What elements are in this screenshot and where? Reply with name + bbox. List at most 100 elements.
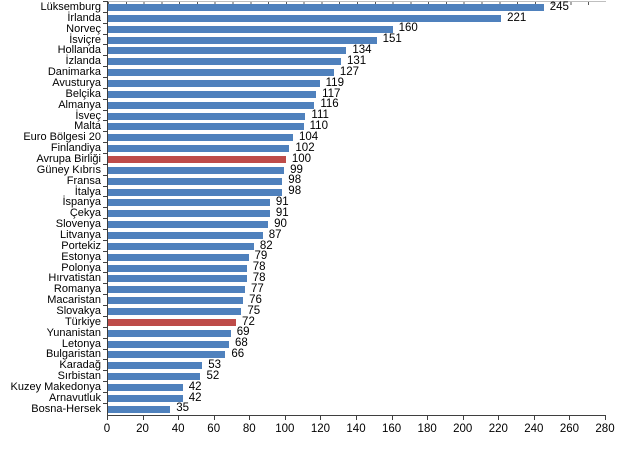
bar [108, 166, 285, 174]
bar [108, 394, 183, 402]
bar-row: Arnavutluk 42 [49, 391, 606, 404]
bar [108, 36, 377, 44]
value-label: 110 [309, 120, 328, 133]
category-label: İspanya [62, 196, 101, 209]
x-axis-tick-label: 180 [417, 423, 437, 435]
bar [108, 340, 229, 348]
x-axis-tick-label: 0 [103, 423, 111, 435]
x-axis-tick [320, 416, 322, 420]
bar-row: Avrupa Birliği 100 [36, 152, 606, 165]
bar-row: İspanya 91 [62, 196, 606, 208]
bar-row: Belçika 117 [66, 87, 606, 100]
category-label: Hırvatistan [48, 272, 101, 285]
x-axis-tick [178, 416, 180, 420]
category-label: Macaristan [47, 294, 101, 307]
value-label: 119 [325, 76, 344, 89]
x-axis-tick [533, 416, 535, 420]
x-axis-tick [462, 416, 464, 420]
category-label: Arnavutluk [49, 391, 101, 404]
x-axis-tick [213, 416, 215, 420]
x-axis-tick-label: 20 [136, 423, 149, 435]
x-axis-tick-label: 240 [524, 423, 544, 435]
value-label: 78 [252, 272, 266, 285]
bar [108, 297, 244, 305]
category-label: Hollanda [57, 44, 101, 57]
category-label: İtalya [74, 185, 101, 198]
bar [108, 69, 334, 77]
category-label: Sırbistan [57, 370, 101, 383]
value-label: 87 [268, 228, 282, 241]
category-label: Slovakya [56, 304, 101, 317]
bar [108, 14, 502, 22]
value-label: 117 [322, 87, 341, 100]
bar-row: Norveç 160 [66, 22, 606, 35]
category-label: Belçika [65, 87, 101, 100]
bar [108, 264, 247, 272]
category-label: Avrupa Birliği [36, 152, 101, 165]
category-label: İrlanda [67, 11, 101, 24]
x-axis-tick-label: 160 [381, 423, 402, 435]
value-label: 111 [311, 109, 329, 122]
x-axis-tick [391, 416, 393, 420]
x-axis-tick [498, 416, 500, 420]
value-label: 35 [176, 402, 190, 415]
category-label: Türkiye [64, 315, 101, 328]
x-axis-tick [356, 416, 357, 420]
category-label: Euro Bölgesi 20 [23, 131, 101, 144]
top-axis-ticks [108, 1, 606, 5]
bar [108, 145, 290, 153]
bar [108, 275, 247, 283]
bar-row: Finlandiya 102 [51, 142, 606, 154]
bar [108, 221, 269, 229]
bar [108, 210, 270, 218]
bar [108, 47, 347, 55]
bar-row: Sırbistan 52 [58, 370, 606, 382]
category-label: Malta [74, 120, 101, 133]
bar-row: Güney Kıbrıs 99 [37, 163, 606, 176]
value-label: 78 [252, 261, 266, 274]
category-label: Bosna-Hersek [31, 402, 101, 415]
category-label: Güney Kıbrıs [36, 163, 101, 176]
value-label: 99 [290, 163, 303, 176]
bar-row: İsveç 111 [75, 109, 606, 122]
bar [108, 373, 201, 381]
x-axis-tick-label: 200 [453, 423, 473, 435]
value-label: 160 [398, 22, 418, 35]
category-label: Estonya [61, 250, 101, 263]
bar-row: Kuzey Makedonya 42 [11, 381, 606, 393]
x-axis-tick [107, 416, 108, 420]
x-axis-tick-label: 220 [488, 423, 508, 435]
value-label: 82 [259, 239, 273, 252]
category-label: İzlanda [65, 55, 101, 68]
bar-row: Fransa 98 [67, 174, 606, 187]
x-axis-tick-label: 60 [207, 423, 221, 435]
x-axis-tick-label: 80 [242, 423, 256, 435]
value-label: 75 [247, 304, 261, 317]
bar-row: Türkiye 72 [65, 315, 606, 328]
x-axis-tick-label: 280 [595, 423, 615, 435]
bar-row: Avusturya 119 [52, 76, 606, 89]
bar-row: Karadağ 53 [59, 359, 606, 371]
bar-row: Slovenya 90 [56, 218, 606, 230]
bar-row: Yunanistan 69 [47, 326, 606, 339]
value-label: 91 [275, 207, 289, 220]
bar [108, 101, 315, 109]
bar [108, 307, 242, 315]
value-label: 116 [320, 98, 339, 111]
bar [108, 112, 306, 120]
value-label: 68 [234, 337, 248, 350]
x-axis-tick-label: 40 [171, 423, 185, 435]
bar-row: Malta 110 [74, 120, 606, 133]
bar [108, 329, 231, 337]
value-label: 100 [291, 152, 312, 165]
category-label: Romanya [53, 283, 101, 296]
bar [108, 123, 304, 131]
value-label: 127 [339, 65, 360, 78]
bar [108, 79, 320, 87]
value-label: 76 [249, 293, 262, 306]
category-label: Fransa [66, 174, 101, 187]
bar-row: Estonya 79 [61, 250, 606, 263]
bar [108, 90, 317, 98]
value-label: 77 [250, 283, 264, 296]
